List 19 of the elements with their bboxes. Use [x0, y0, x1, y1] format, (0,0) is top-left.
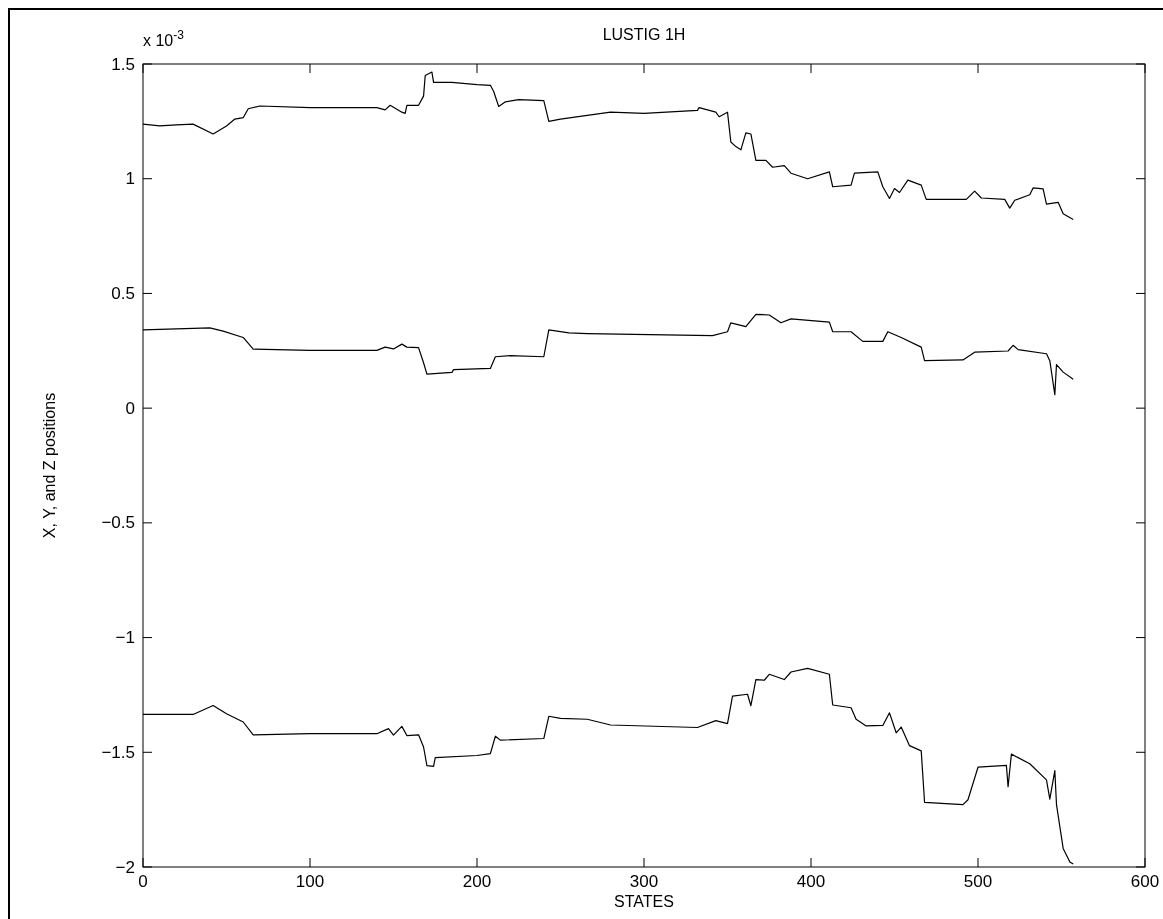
text: x 10$^{-3}$	[143, 28, 185, 49]
x-tick-label: 200	[462, 872, 492, 891]
x-tick-label: 500	[963, 872, 993, 891]
y-tick-label: 0.5	[111, 283, 135, 303]
y-tick-label: 1.5	[111, 54, 135, 74]
x-tick-label: 600	[1130, 872, 1160, 891]
y-tick-label: −1	[115, 628, 135, 648]
x-tick-label: 100	[295, 872, 325, 891]
y-tick-label: −0.5	[101, 513, 135, 533]
y-tick-label: −2	[115, 857, 135, 877]
y-tick-label: 0	[125, 398, 135, 418]
x-axis-title: STATES	[614, 893, 674, 910]
y-axis-title: X, Y, and Z positions	[41, 392, 58, 539]
x-tick-label: 300	[629, 872, 659, 891]
x-tick-label: 400	[796, 872, 826, 891]
y-tick-label: −1.5	[101, 742, 135, 762]
x-tick-label: 0	[138, 872, 148, 891]
chart-title: LUSTIG 1H	[602, 26, 686, 43]
y-tick-label: 1	[125, 169, 135, 189]
